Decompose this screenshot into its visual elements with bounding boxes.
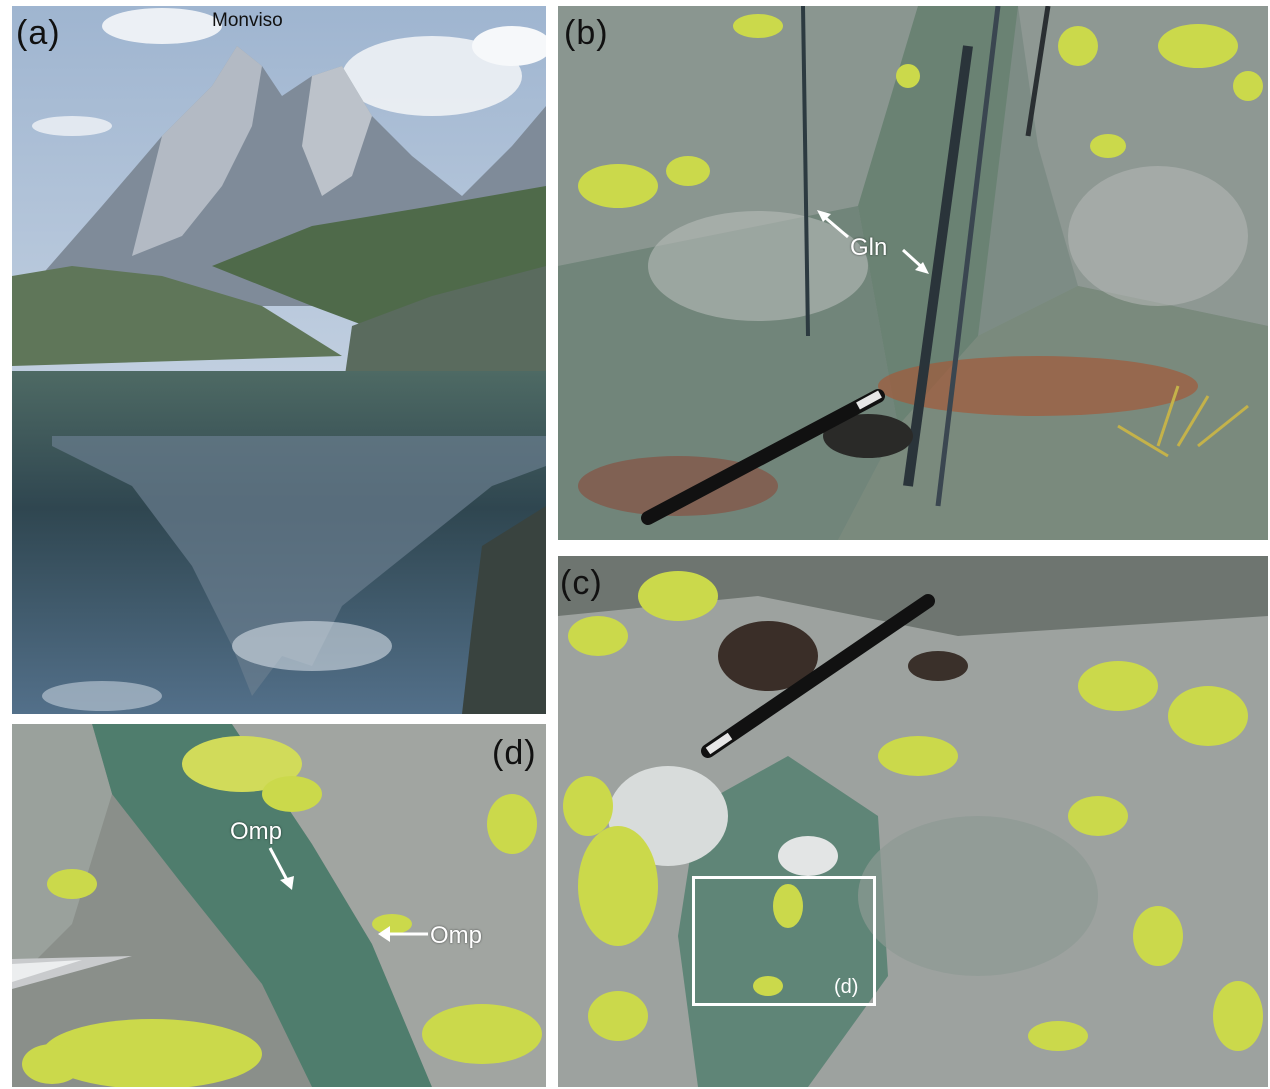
omphacite-closeup-image <box>12 724 546 1087</box>
panel-letter-a: (a) <box>16 14 61 52</box>
omp-label-2: Omp <box>430 922 483 949</box>
panel-b-photo: (b) Gln <box>558 6 1268 540</box>
gln-arrows <box>817 210 929 274</box>
gln-label: Gln <box>850 234 888 261</box>
panel-letter-b: (b) <box>564 14 609 52</box>
omphacite-outcrop-image <box>558 556 1268 1087</box>
inset-label-d: (d) <box>834 976 859 998</box>
lake-landscape-image <box>12 6 546 714</box>
omp-label-1: Omp <box>230 818 283 845</box>
glaucophane-outcrop-image <box>558 6 1268 540</box>
panel-c-photo: (c) (d) <box>558 556 1268 1087</box>
omp-arrow-2 <box>378 926 428 942</box>
panel-letter-d: (d) <box>492 734 537 772</box>
inset-box-d <box>692 876 876 1006</box>
panel-d-photo: (d) Omp Omp <box>12 724 546 1087</box>
omp-arrow-1 <box>268 847 294 890</box>
panel-letter-c: (c) <box>560 564 603 602</box>
monviso-label: Monviso <box>212 10 283 31</box>
panel-a-photo: (a) Monviso <box>12 6 546 714</box>
